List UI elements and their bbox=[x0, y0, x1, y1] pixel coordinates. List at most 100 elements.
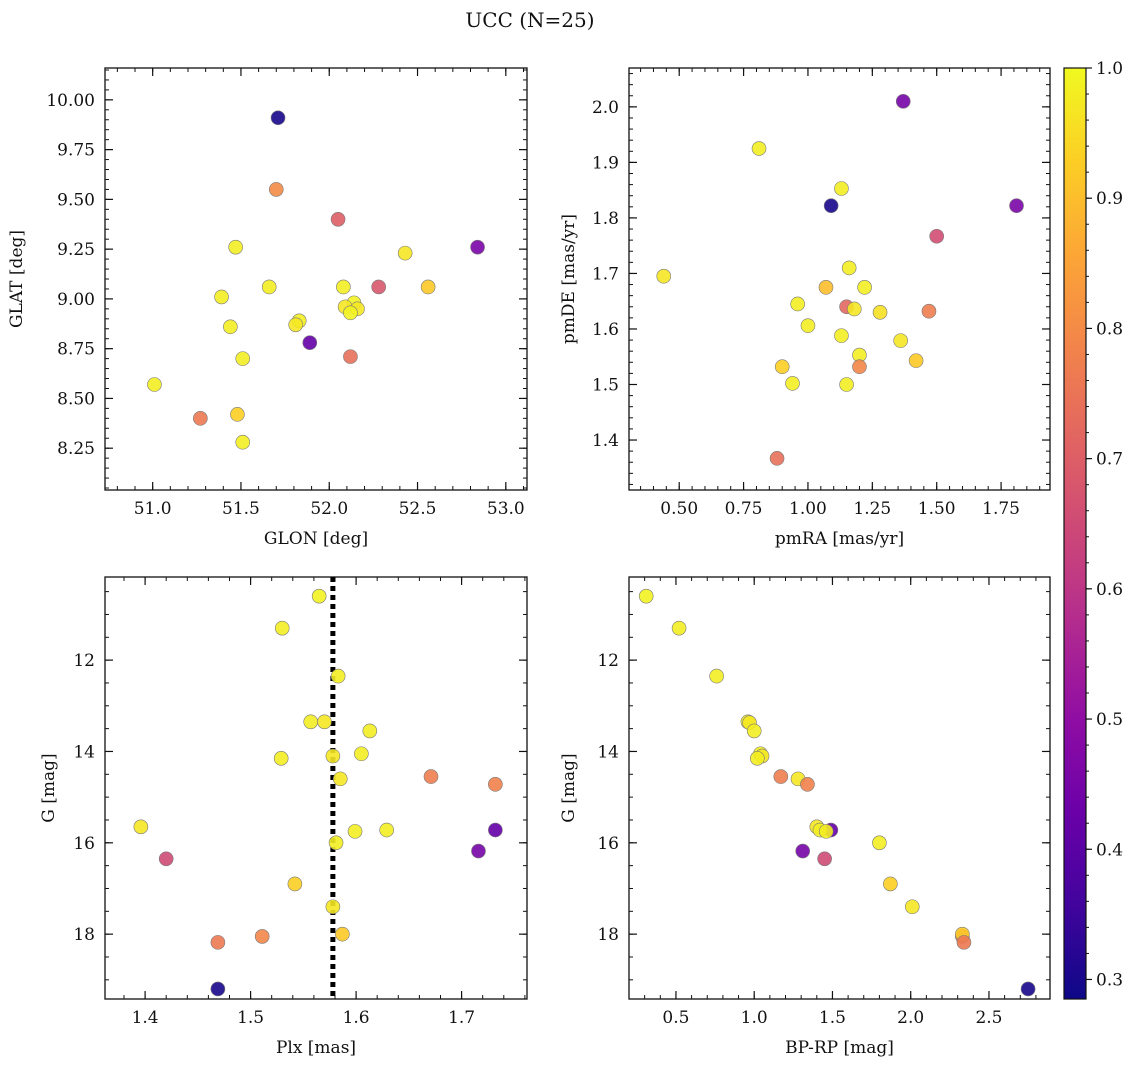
plot-frame bbox=[628, 576, 1051, 1000]
data-point bbox=[210, 981, 226, 997]
x-axis-label: BP-RP [mag] bbox=[785, 1038, 894, 1058]
plot-frame bbox=[104, 67, 528, 491]
data-point bbox=[839, 377, 854, 392]
x-axis-label: Plx [mas] bbox=[276, 1038, 356, 1058]
y-tick-label: 1.6 bbox=[592, 320, 619, 340]
y-axis-label: pmDE [mas/yr] bbox=[559, 214, 579, 344]
data-point bbox=[325, 748, 341, 764]
data-point bbox=[818, 824, 834, 839]
x-tick-label: 0.75 bbox=[725, 499, 763, 519]
data-point bbox=[423, 769, 439, 784]
y-tick-label: 16 bbox=[73, 834, 95, 854]
x-tick-label: 1.00 bbox=[789, 499, 827, 519]
y-tick-label: 1.4 bbox=[592, 431, 619, 451]
data-point bbox=[834, 181, 849, 196]
data-point bbox=[904, 899, 920, 915]
data-point bbox=[371, 279, 386, 295]
x-tick-label: 1.75 bbox=[982, 499, 1020, 519]
y-tick-label: 8.25 bbox=[57, 439, 95, 459]
x-tick-label: 2.0 bbox=[897, 1008, 924, 1028]
data-point bbox=[332, 771, 348, 787]
y-tick-label: 2.0 bbox=[592, 98, 619, 118]
colorbar-tick-label: 0.6 bbox=[1096, 580, 1123, 600]
colorbar-gradient bbox=[1063, 67, 1087, 1000]
x-tick-label: 1.5 bbox=[237, 1008, 264, 1028]
data-point bbox=[317, 714, 332, 730]
data-point bbox=[379, 822, 394, 838]
y-tick-label: 1.9 bbox=[592, 153, 619, 173]
figure-title: UCC (N=25) bbox=[465, 8, 594, 32]
x-axis-label: GLON [deg] bbox=[264, 529, 368, 549]
data-point bbox=[287, 876, 303, 892]
colorbar-tick-label: 0.9 bbox=[1096, 189, 1123, 209]
data-point bbox=[133, 819, 149, 835]
data-point bbox=[328, 835, 344, 851]
data-point bbox=[852, 359, 867, 375]
y-tick-label: 18 bbox=[73, 925, 95, 945]
y-tick-label: 9.50 bbox=[57, 190, 95, 210]
chart-panel-plx-g: 1.4 1.5 1.6 1.7 12 14 16 18 Plx [mas] G [mag] bbox=[39, 576, 528, 1058]
y-tick-label: 10.00 bbox=[46, 91, 95, 111]
data-point bbox=[362, 723, 378, 739]
x-tick-label: 51.0 bbox=[134, 499, 172, 519]
data-point bbox=[847, 301, 862, 317]
data-point bbox=[488, 777, 503, 792]
x-tick-label: 1.4 bbox=[132, 1008, 159, 1028]
data-point bbox=[261, 279, 277, 295]
y-tick-label: 1.7 bbox=[592, 264, 619, 284]
y-tick-label: 12 bbox=[73, 651, 95, 671]
data-point bbox=[883, 876, 898, 892]
data-point bbox=[800, 777, 815, 792]
data-point bbox=[750, 751, 765, 766]
data-point bbox=[335, 926, 350, 942]
data-point bbox=[774, 359, 790, 375]
data-point bbox=[470, 239, 485, 255]
data-point bbox=[785, 376, 800, 391]
data-point bbox=[638, 588, 654, 604]
y-tick-label: 1.8 bbox=[592, 209, 619, 229]
y-axis-label: G [mag] bbox=[559, 753, 579, 822]
data-point bbox=[921, 303, 937, 319]
y-tick-label: 9.75 bbox=[57, 141, 95, 161]
data-point bbox=[420, 279, 436, 295]
data-point bbox=[709, 668, 724, 684]
chart-panel-pmra-pmde: 0.50 0.75 1.00 1.25 1.50 1.75 1.4 1.5 1.6 1.7 1.8 1… bbox=[559, 67, 1051, 549]
colorbar-tick-label: 0.5 bbox=[1096, 710, 1123, 730]
x-tick-label: 52.5 bbox=[399, 499, 437, 519]
data-point bbox=[872, 835, 887, 851]
data-point bbox=[1020, 981, 1036, 997]
data-point bbox=[228, 239, 243, 255]
data-point bbox=[288, 317, 303, 333]
y-tick-label: 9.25 bbox=[57, 240, 95, 260]
data-point bbox=[158, 851, 174, 867]
data-point bbox=[230, 407, 245, 422]
chart-panel-bprp-g: 0.5 1.0 1.5 2.0 2.5 12 14 16 18 BP-RP [mag] G [mag… bbox=[559, 576, 1051, 1058]
data-point bbox=[336, 279, 351, 295]
data-point bbox=[929, 228, 945, 244]
x-tick-label: 1.25 bbox=[853, 499, 891, 519]
x-tick-label: 0.5 bbox=[662, 1008, 689, 1028]
data-point bbox=[311, 588, 327, 604]
data-point bbox=[895, 94, 911, 109]
data-point bbox=[800, 318, 816, 333]
data-point bbox=[834, 328, 849, 343]
y-tick-label: 16 bbox=[597, 834, 619, 854]
y-axis-label: GLAT [deg] bbox=[7, 230, 27, 328]
y-axis-label: G [mag] bbox=[39, 753, 59, 822]
data-point bbox=[823, 198, 839, 214]
x-tick-label: 0.50 bbox=[660, 499, 698, 519]
x-tick-label: 1.0 bbox=[741, 1008, 768, 1028]
data-point bbox=[795, 843, 811, 859]
data-point bbox=[908, 353, 924, 368]
data-point bbox=[210, 935, 226, 950]
colorbar: 0.3 0.4 0.5 0.6 0.7 0.8 0.9 1.0 bbox=[1063, 59, 1123, 1000]
data-point bbox=[790, 296, 805, 312]
data-point bbox=[302, 335, 318, 350]
x-tick-label: 52.0 bbox=[310, 499, 348, 519]
data-point bbox=[268, 182, 284, 197]
data-point bbox=[325, 899, 341, 915]
data-point bbox=[956, 935, 972, 950]
y-tick-label: 9.00 bbox=[57, 290, 95, 310]
data-point bbox=[751, 141, 767, 156]
